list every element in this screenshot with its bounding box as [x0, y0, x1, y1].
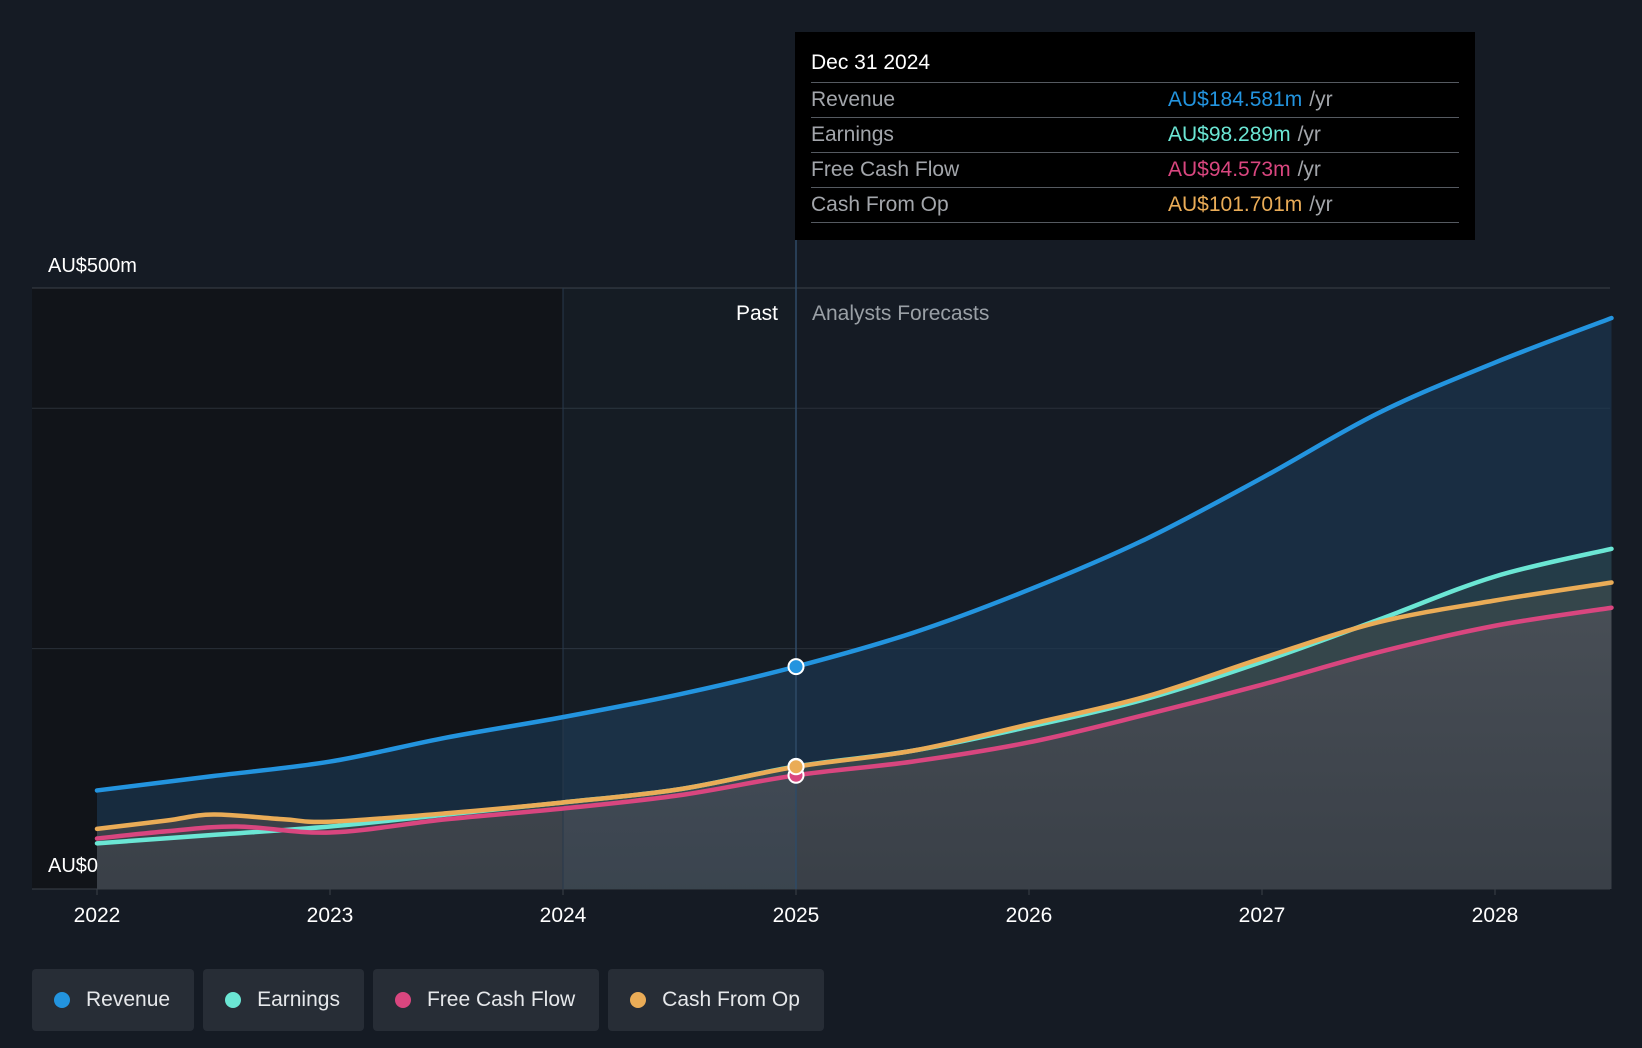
revenue-highlight-point: [787, 658, 805, 676]
tooltip-label: Earnings: [811, 123, 894, 146]
legend-item-cash-from-op[interactable]: Cash From Op: [608, 969, 824, 1031]
tooltip-value: AU$101.701m: [1168, 193, 1303, 216]
tooltip-value: AU$98.289m: [1168, 123, 1291, 146]
x-tick-label: 2024: [540, 904, 587, 927]
tooltip-value: AU$184.581m: [1168, 88, 1303, 111]
legend-dot-icon: [630, 992, 647, 1008]
tooltip-unit: /yr: [1297, 123, 1321, 146]
x-tick-label: 2027: [1239, 904, 1286, 927]
revenue-line: [94, 315, 1614, 793]
legend-item-free-cash-flow[interactable]: Free Cash Flow: [372, 969, 600, 1031]
y-bottom-label: AU$0: [48, 855, 98, 877]
tooltip-row-revenue: Revenue AU$184.581m /yr: [811, 83, 1459, 118]
legend-dot-icon: [225, 992, 242, 1008]
tooltip-row-earnings: Earnings AU$98.289m /yr: [811, 118, 1459, 153]
tooltip-unit: /yr: [1309, 193, 1333, 216]
x-tick-label: 2028: [1472, 904, 1519, 927]
legend-label: Cash From Op: [662, 988, 800, 1011]
tooltip-unit: /yr: [1309, 88, 1333, 111]
legend-label: Earnings: [257, 988, 340, 1011]
legend-dot-icon: [54, 992, 70, 1008]
x-tick-label: 2025: [773, 904, 820, 927]
tooltip-row-cash-from-op: Cash From Op AU$101.701m /yr: [811, 188, 1459, 223]
tooltip-unit: /yr: [1297, 158, 1321, 181]
tooltip-label: Revenue: [811, 88, 896, 111]
tooltip-row-free-cash-flow: Free Cash Flow AU$94.573m /yr: [811, 153, 1459, 188]
past-label: Past: [736, 302, 778, 325]
y-top-label: AU$500m: [48, 255, 137, 277]
free-cash-flow-line: [94, 605, 1614, 841]
tooltip: Dec 31 2024 Revenue AU$184.581m /yr Earn…: [795, 32, 1475, 240]
legend-item-revenue[interactable]: Revenue: [32, 969, 195, 1031]
x-tick-label: 2026: [1006, 904, 1053, 927]
legend-label: Free Cash Flow: [426, 988, 576, 1011]
cash-from-op-highlight-point: [787, 758, 805, 776]
x-tick-label: 2023: [307, 904, 354, 927]
tooltip-date: Dec 31 2024: [811, 46, 1459, 83]
tooltip-value: AU$94.573m: [1168, 158, 1291, 181]
legend-label: Revenue: [86, 988, 171, 1011]
forecast-label: Analysts Forecasts: [812, 302, 989, 325]
tooltip-label: Free Cash Flow: [811, 158, 960, 181]
legend-item-earnings[interactable]: Earnings: [203, 969, 364, 1031]
tooltip-label: Cash From Op: [811, 193, 949, 216]
legend: Revenue Earnings Free Cash Flow Cash Fro…: [32, 969, 824, 1031]
x-tick-label: 2022: [74, 904, 121, 927]
legend-dot-icon: [394, 992, 411, 1008]
